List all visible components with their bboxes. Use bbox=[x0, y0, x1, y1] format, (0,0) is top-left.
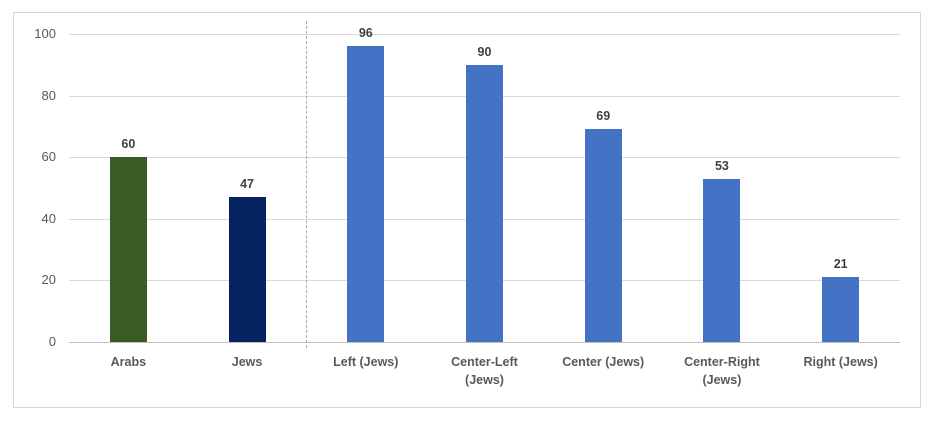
gridline-y-0 bbox=[69, 342, 900, 343]
bar-center-right-jews bbox=[703, 178, 741, 342]
y-tick-label-60: 60 bbox=[41, 149, 56, 165]
data-label: 47 bbox=[240, 177, 255, 192]
category-label: Center-Left (Jews) bbox=[451, 355, 518, 387]
bar-left-jews bbox=[347, 46, 385, 342]
bar-jews bbox=[228, 197, 266, 342]
gridline-y-100 bbox=[69, 34, 900, 35]
category-label: Center (Jews) bbox=[562, 355, 645, 369]
y-tick-label-40: 40 bbox=[41, 210, 56, 226]
data-label: 90 bbox=[477, 44, 492, 59]
bar-right-jews bbox=[822, 277, 860, 342]
y-tick-label-80: 80 bbox=[41, 87, 56, 103]
category-label: Center-Right (Jews) bbox=[684, 355, 760, 387]
category-label: Jews bbox=[231, 355, 263, 369]
bar-center-jews bbox=[584, 129, 622, 342]
bar-center-left-jews bbox=[466, 64, 503, 342]
y-tick-label-100: 100 bbox=[34, 26, 56, 41]
separator-dashed-line bbox=[306, 21, 308, 348]
bar-arabs bbox=[109, 157, 147, 342]
category-label: Right (Jews) bbox=[803, 355, 878, 369]
plot-area bbox=[69, 34, 900, 343]
bar-chart-frame: 0 20 40 60 80 100 Arabs Jews Left (Jews) Center-… bbox=[13, 12, 921, 408]
data-label: 60 bbox=[121, 137, 136, 152]
data-label: 21 bbox=[833, 257, 848, 272]
category-label: Left (Jews) bbox=[333, 355, 399, 369]
data-label: 69 bbox=[596, 109, 611, 124]
category-label: Arabs bbox=[110, 355, 147, 369]
y-tick-label-0: 0 bbox=[48, 334, 56, 349]
data-label: 53 bbox=[714, 158, 729, 173]
data-label: 96 bbox=[358, 26, 373, 41]
y-tick-label-20: 20 bbox=[41, 272, 56, 288]
